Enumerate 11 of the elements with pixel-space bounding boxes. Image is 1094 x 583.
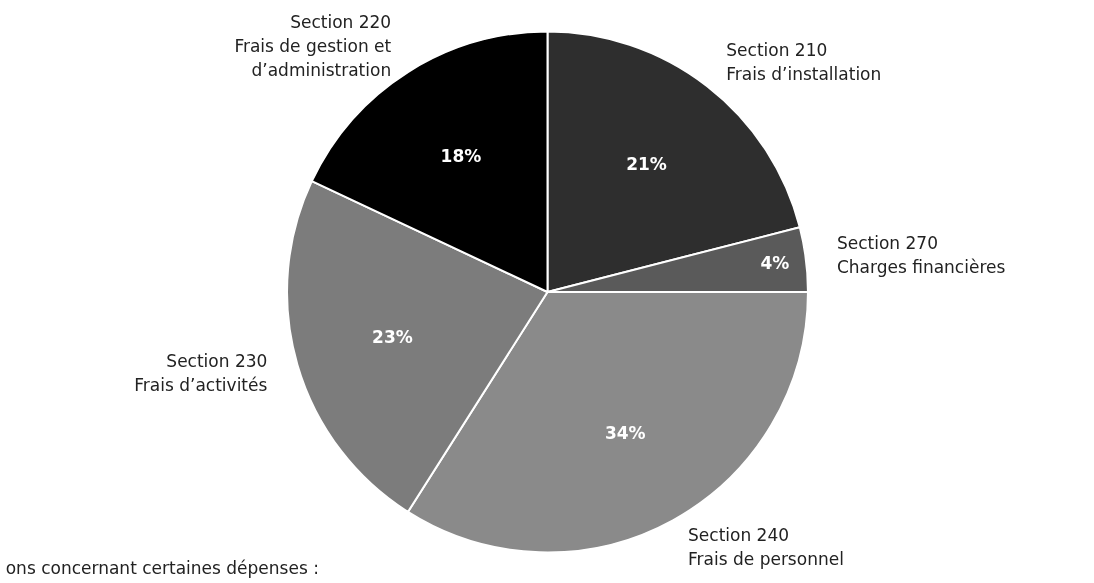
data-label: 18% [440, 145, 482, 166]
data-label: 34% [604, 423, 646, 444]
text: ons concernant certaines dépenses : [5, 558, 319, 579]
slice-label: Section 230 Frais d’activités [134, 351, 268, 396]
slice-label: Section 220 Frais de gestion et d’administration [234, 11, 392, 80]
data-label: 21% [626, 154, 667, 175]
slice-label: Section 270 Charges financières [836, 233, 1006, 278]
slice-label: Section 240 Frais de personnel [688, 525, 844, 570]
slice-label: Section 210 Frais d’installation [726, 39, 882, 84]
data-label: 23% [372, 327, 413, 348]
data-label: 4% [760, 253, 790, 274]
